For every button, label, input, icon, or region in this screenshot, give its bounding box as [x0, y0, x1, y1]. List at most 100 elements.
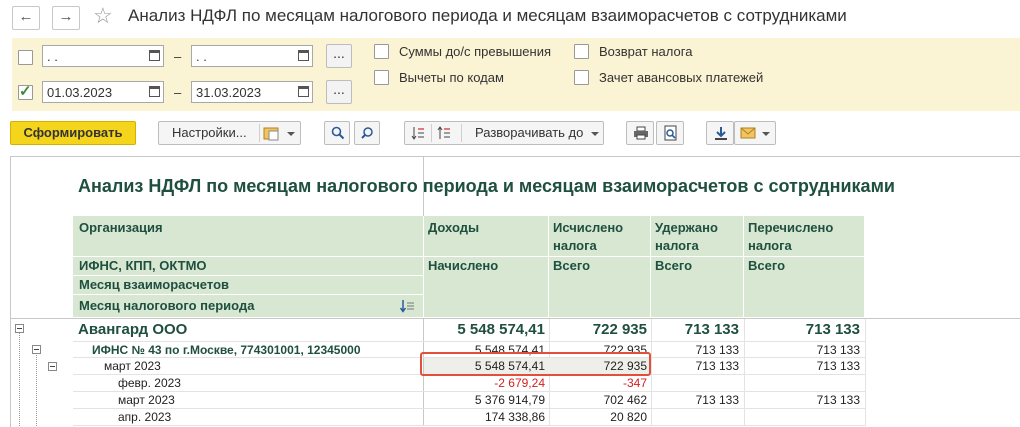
row-mar-withheld[interactable]: 713 133 — [695, 393, 739, 407]
highlight-box — [420, 352, 651, 376]
row-org-income[interactable]: 5 548 574,41 — [457, 321, 545, 338]
collapse-month-icon[interactable] — [48, 362, 57, 371]
calendar-icon[interactable] — [149, 86, 160, 97]
col-divider — [651, 319, 652, 426]
row-org-label[interactable]: Авангард ООО — [78, 321, 188, 338]
period-1-select-button[interactable]: ... — [326, 44, 352, 68]
option-refund-checkbox[interactable] — [574, 44, 589, 59]
variant-folder-icon — [263, 127, 279, 141]
row-feb-income[interactable]: -2 679,24 — [494, 376, 545, 390]
row-month-settle-calc[interactable]: 722 935 — [603, 359, 647, 373]
header-calc-sub-cell: Всего — [549, 257, 651, 318]
row-ifns-withheld[interactable]: 713 133 — [695, 343, 739, 357]
sort-indicator-icon[interactable] — [400, 299, 416, 313]
report-title: Анализ НДФЛ по месяцам налогового период… — [78, 176, 895, 196]
option-advance-checkbox[interactable] — [574, 70, 589, 85]
row-month-settle-label[interactable]: март 2023 — [104, 359, 161, 373]
back-button[interactable]: ← — [12, 6, 40, 30]
header-withheld-sub-cell: Всего — [651, 257, 744, 318]
divider — [431, 124, 432, 142]
calendar-icon[interactable] — [298, 50, 309, 61]
generate-button[interactable]: Сформировать — [10, 121, 136, 145]
period-1-checkbox[interactable] — [18, 50, 33, 65]
row-ifns-label[interactable]: ИФНС № 43 по г.Москве, 774301001, 123450… — [92, 343, 361, 357]
expand-to-dropdown[interactable]: Разворачивать до — [475, 125, 584, 140]
search-button[interactable] — [324, 121, 350, 145]
period-2-select-button[interactable]: ... — [326, 80, 352, 104]
option-excess-checkbox[interactable] — [374, 44, 389, 59]
option-deductions-label: Вычеты по кодам — [399, 70, 504, 85]
row-month-settle-withheld[interactable]: 713 133 — [695, 359, 739, 373]
option-deductions-checkbox[interactable] — [374, 70, 389, 85]
tree-line — [36, 353, 37, 426]
row-apr-label[interactable]: апр. 2023 — [118, 410, 172, 424]
row-ifns-transferred[interactable]: 713 133 — [816, 343, 860, 357]
collapse-ifns-icon[interactable] — [32, 345, 41, 354]
period-1-to-field[interactable]: . . — [191, 45, 313, 67]
favorite-star-icon[interactable]: ☆ — [93, 3, 113, 28]
row-apr-calc[interactable]: 20 820 — [610, 410, 647, 424]
clear-search-button[interactable] — [354, 121, 380, 145]
row-org-transferred[interactable]: 713 133 — [805, 321, 860, 338]
col-divider — [744, 319, 745, 426]
header-calc: Исчислено налога — [553, 220, 624, 253]
row-month-settle-income[interactable]: 5 548 574,41 — [474, 359, 545, 373]
row-org-withheld[interactable]: 713 133 — [684, 321, 739, 338]
search-icon — [331, 126, 345, 140]
header-month-tax: Месяц налогового периода — [79, 298, 255, 313]
settings-button[interactable]: Настройки... — [158, 121, 301, 145]
period-2-from-value: 01.03.2023 — [47, 85, 113, 100]
collapse-org-icon[interactable] — [15, 324, 24, 333]
row-feb-calc[interactable]: -347 — [622, 376, 647, 390]
header-calc-sub: Всего — [553, 258, 591, 273]
period-2-checkbox[interactable] — [18, 82, 33, 100]
range-dash: – — [174, 49, 182, 64]
download-icon — [715, 127, 727, 140]
calendar-icon[interactable] — [149, 50, 160, 61]
report-area — [10, 156, 1020, 427]
row-freeze-line — [10, 318, 1020, 319]
row-divider — [73, 408, 865, 409]
back-arrow-icon: ← — [18, 8, 34, 25]
period-2-to-field[interactable]: 31.03.2023 — [191, 81, 313, 103]
row-mar-label[interactable]: март 2023 — [118, 393, 175, 407]
envelope-icon — [740, 127, 756, 139]
filter-panel — [12, 38, 1020, 111]
header-month-settle-cell: Месяц взаиморасчетов — [73, 276, 424, 295]
period-1-from-field[interactable]: . . — [42, 45, 164, 67]
preview-button[interactable] — [656, 121, 684, 145]
grouping-toolbar: Разворачивать до — [404, 121, 604, 145]
forward-arrow-icon: → — [58, 8, 74, 25]
calendar-icon[interactable] — [298, 86, 309, 97]
header-income-sub: Начислено — [428, 258, 499, 273]
row-apr-income[interactable]: 174 338,86 — [484, 410, 545, 424]
row-mar-income[interactable]: 5 376 914,79 — [474, 393, 545, 407]
option-excess-label: Суммы до/с превышения — [399, 44, 552, 59]
sort-descending-icon[interactable] — [437, 126, 451, 140]
chevron-down-icon[interactable] — [591, 122, 599, 144]
row-month-settle-transferred[interactable]: 713 133 — [816, 359, 860, 373]
header-month-settle: Месяц взаиморасчетов — [79, 277, 229, 292]
period-2-from-field[interactable]: 01.03.2023 — [42, 81, 164, 103]
header-income-cell: Доходы — [424, 216, 549, 257]
row-mar-transferred[interactable]: 713 133 — [816, 393, 860, 407]
header-month-tax-cell: Месяц налогового периода — [73, 295, 424, 318]
row-org-calc[interactable]: 722 935 — [592, 321, 647, 338]
print-button[interactable] — [626, 121, 654, 145]
row-divider — [73, 341, 865, 342]
selected-cells-bg — [424, 358, 651, 374]
save-button[interactable] — [706, 121, 734, 145]
header-withheld-cell: Удержано налога — [651, 216, 744, 257]
header-withheld-sub: Всего — [655, 258, 693, 273]
send-email-button[interactable] — [734, 121, 776, 145]
chevron-down-icon — [287, 122, 295, 144]
header-ifns-cell: ИФНС, КПП, ОКТМО — [73, 257, 424, 276]
period-2-to-value: 31.03.2023 — [196, 85, 262, 100]
sort-ascending-icon[interactable] — [411, 126, 425, 140]
option-refund-label: Возврат налога — [599, 44, 693, 59]
row-feb-label[interactable]: февр. 2023 — [118, 376, 181, 390]
forward-button[interactable]: → — [52, 6, 80, 30]
option-advance-label: Зачет авансовых платежей — [599, 70, 764, 85]
printer-icon — [634, 126, 648, 140]
row-mar-calc[interactable]: 702 462 — [603, 393, 647, 407]
